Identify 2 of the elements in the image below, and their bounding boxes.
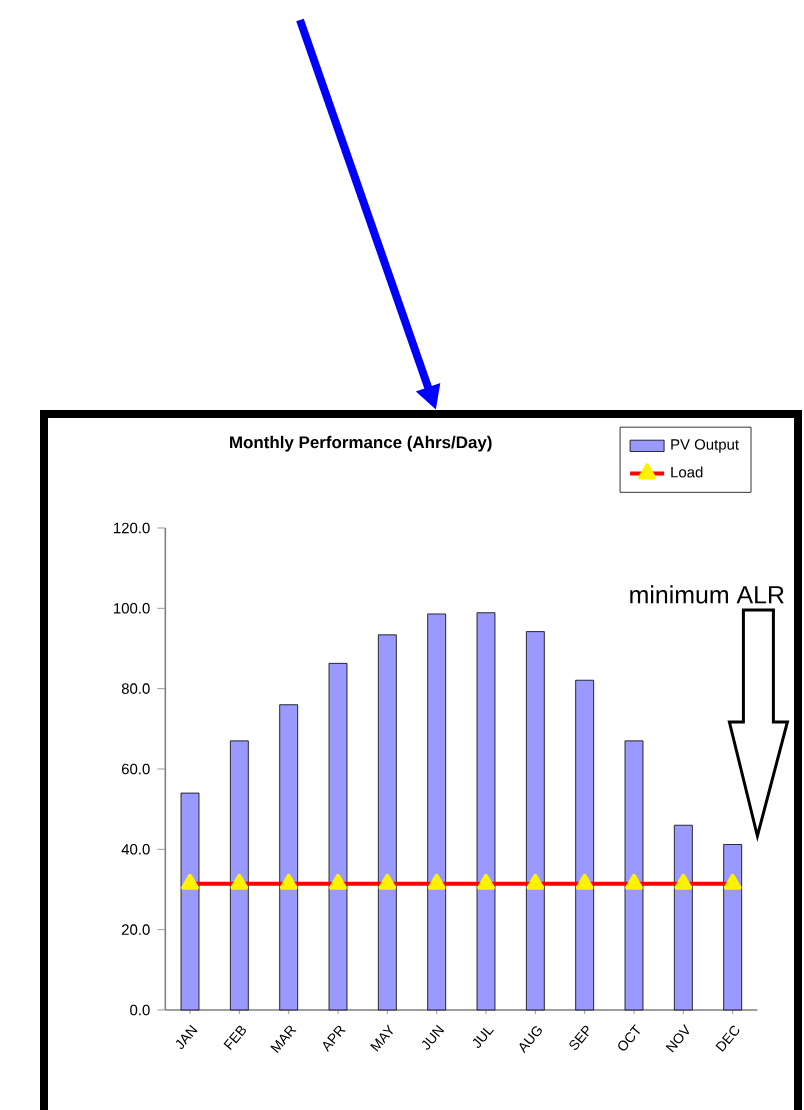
chart-title: Monthly Performance (Ahrs/Day)	[230, 435, 492, 452]
annotation: minimum ALR	[630, 585, 784, 604]
